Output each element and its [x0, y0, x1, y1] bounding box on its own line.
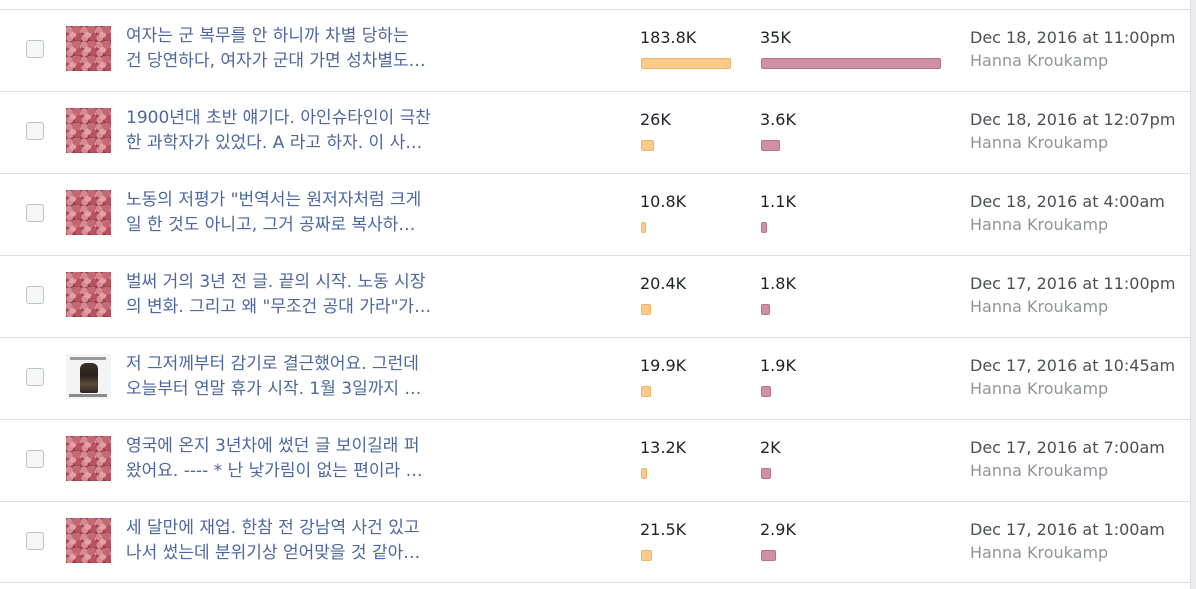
reach-value: 10.8K — [640, 192, 687, 211]
reach-bar — [641, 468, 647, 479]
reach-bar — [641, 550, 652, 561]
post-row: 벌써 거의 3년 전 글. 끝의 시작. 노동 시장 의 변화. 그리고 왜 "… — [0, 255, 1190, 337]
thumbnail-caption-bottom — [69, 394, 107, 397]
reach-bar — [641, 140, 654, 151]
post-title-line-2: 건 당연하다, 여자가 군대 가면 성차별도… — [126, 51, 426, 71]
post-author: Hanna Kroukamp — [970, 297, 1109, 316]
reach-value: 19.9K — [640, 356, 687, 375]
post-title-line-2: 오늘부터 연말 휴가 시작. 1월 3일까지 … — [126, 379, 422, 399]
reach-value: 21.5K — [640, 520, 687, 539]
floral-thumbnail[interactable] — [66, 26, 111, 71]
row-select-checkbox[interactable] — [26, 40, 44, 58]
row-select-checkbox[interactable] — [26, 204, 44, 222]
post-title-link[interactable]: 여자는 군 복무를 안 하니까 차별 당하는 건 당연하다, 여자가 군대 가면… — [126, 24, 466, 74]
engagement-bar — [761, 386, 771, 397]
engagement-value: 3.6K — [760, 110, 796, 129]
post-author: Hanna Kroukamp — [970, 379, 1109, 398]
engagement-bar — [761, 58, 941, 69]
row-select-checkbox[interactable] — [26, 450, 44, 468]
engagement-value: 2K — [760, 438, 781, 457]
row-select-checkbox[interactable] — [26, 122, 44, 140]
published-date: Dec 17, 2016 at 10:45am — [970, 356, 1176, 375]
post-title-link[interactable]: 영국에 온지 3년차에 썼던 글 보이길래 퍼 왔어요. ---- * 난 낯가… — [126, 434, 466, 484]
reach-bar — [641, 304, 651, 315]
post-title-line-2: 의 변화. 그리고 왜 "무조건 공대 가라"가… — [126, 297, 432, 317]
published-date: Dec 18, 2016 at 4:00am — [970, 192, 1165, 211]
post-author: Hanna Kroukamp — [970, 133, 1109, 152]
post-row: 저 그저께부터 감기로 결근했어요. 그런데 오늘부터 연말 휴가 시작. 1월… — [0, 337, 1190, 419]
reach-value: 13.2K — [640, 438, 687, 457]
published-date: Dec 18, 2016 at 12:07pm — [970, 110, 1176, 129]
engagement-bar — [761, 304, 770, 315]
engagement-bar — [761, 222, 767, 233]
post-author: Hanna Kroukamp — [970, 215, 1109, 234]
published-date: Dec 17, 2016 at 11:00pm — [970, 274, 1176, 293]
post-row: 세 달만에 재업. 한참 전 강남역 사건 있고 나서 썼는데 분위기상 얻어맞… — [0, 501, 1190, 583]
post-author: Hanna Kroukamp — [970, 51, 1109, 70]
post-title-line-2: 왔어요. ---- * 난 낯가림이 없는 편이라 … — [126, 461, 423, 481]
row-select-checkbox[interactable] — [26, 286, 44, 304]
post-title-line-1: 벌써 거의 3년 전 글. 끝의 시작. 노동 시장 — [126, 272, 426, 292]
reach-value: 20.4K — [640, 274, 687, 293]
engagement-value: 1.1K — [760, 192, 796, 211]
thumbnail-caption-top — [70, 357, 106, 360]
row-select-checkbox[interactable] — [26, 532, 44, 550]
post-title-line-1: 세 달만에 재업. 한참 전 강남역 사건 있고 — [126, 518, 420, 538]
post-title-line-1: 노동의 저평가 "번역서는 원저자처럼 크게 — [126, 190, 422, 210]
post-title-line-1: 영국에 온지 3년차에 썼던 글 보이길래 퍼 — [126, 436, 420, 456]
post-author: Hanna Kroukamp — [970, 461, 1109, 480]
published-date: Dec 18, 2016 at 11:00pm — [970, 28, 1176, 47]
row-select-checkbox[interactable] — [26, 368, 44, 386]
post-author: Hanna Kroukamp — [970, 543, 1109, 562]
engagement-bar — [761, 550, 776, 561]
post-title-line-2: 한 과학자가 있었다. A 라고 하자. 이 사… — [126, 133, 423, 153]
post-row: 1900년대 초반 얘기다. 아인슈타인이 극찬 한 과학자가 있었다. A 라… — [0, 91, 1190, 173]
post-title-line-1: 1900년대 초반 얘기다. 아인슈타인이 극찬 — [126, 108, 431, 128]
engagement-bar — [761, 140, 780, 151]
floral-thumbnail[interactable] — [66, 436, 111, 481]
floral-thumbnail[interactable] — [66, 518, 111, 563]
post-title-line-1: 저 그저께부터 감기로 결근했어요. 그런데 — [126, 354, 419, 374]
engagement-bar — [761, 468, 771, 479]
post-title-link[interactable]: 저 그저께부터 감기로 결근했어요. 그런데 오늘부터 연말 휴가 시작. 1월… — [126, 352, 466, 402]
post-title-link[interactable]: 벌써 거의 3년 전 글. 끝의 시작. 노동 시장 의 변화. 그리고 왜 "… — [126, 270, 466, 320]
post-title-line-2: 나서 썼는데 분위기상 얻어맞을 것 같아… — [126, 543, 421, 563]
post-title-link[interactable]: 1900년대 초반 얘기다. 아인슈타인이 극찬 한 과학자가 있었다. A 라… — [126, 106, 466, 156]
post-title-link[interactable]: 노동의 저평가 "번역서는 원저자처럼 크게 일 한 것도 아니고, 그거 공짜… — [126, 188, 466, 238]
engagement-value: 1.9K — [760, 356, 796, 375]
published-date: Dec 17, 2016 at 1:00am — [970, 520, 1165, 539]
post-row: 노동의 저평가 "번역서는 원저자처럼 크게 일 한 것도 아니고, 그거 공짜… — [0, 173, 1190, 255]
post-title-line-2: 일 한 것도 아니고, 그거 공짜로 복사하… — [126, 215, 416, 235]
post-row: 여자는 군 복무를 안 하니까 차별 당하는 건 당연하다, 여자가 군대 가면… — [0, 9, 1190, 91]
reach-bar — [641, 222, 646, 233]
photo-thumbnail[interactable] — [66, 354, 111, 399]
floral-thumbnail[interactable] — [66, 272, 111, 317]
post-title-link[interactable]: 세 달만에 재업. 한참 전 강남역 사건 있고 나서 썼는데 분위기상 얻어맞… — [126, 516, 466, 566]
published-date: Dec 17, 2016 at 7:00am — [970, 438, 1165, 457]
reach-value: 26K — [640, 110, 671, 129]
reach-value: 183.8K — [640, 28, 697, 47]
reach-bar — [641, 58, 731, 69]
post-title-line-1: 여자는 군 복무를 안 하니까 차별 당하는 — [126, 26, 409, 46]
reach-bar — [641, 386, 651, 397]
engagement-value: 2.9K — [760, 520, 796, 539]
engagement-value: 35K — [760, 28, 791, 47]
engagement-value: 1.8K — [760, 274, 796, 293]
thumbnail-figure — [80, 363, 98, 393]
floral-thumbnail[interactable] — [66, 108, 111, 153]
floral-thumbnail[interactable] — [66, 190, 111, 235]
post-row: 영국에 온지 3년차에 썼던 글 보이길래 퍼 왔어요. ---- * 난 낯가… — [0, 419, 1190, 501]
